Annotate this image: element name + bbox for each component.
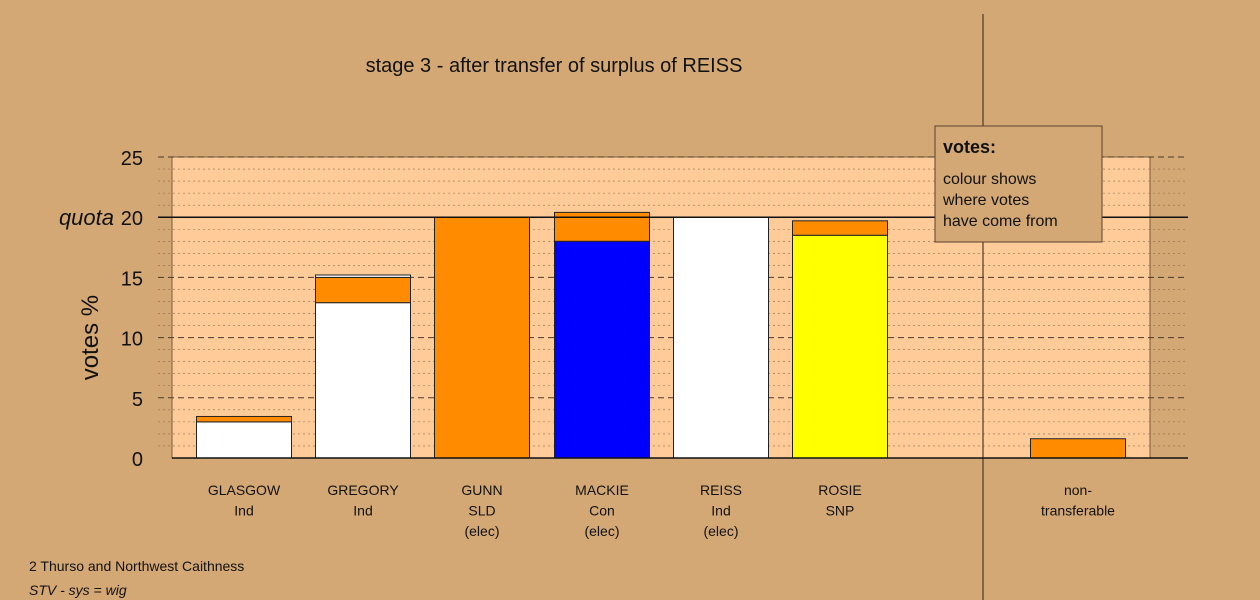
chart-title: stage 3 - after transfer of surplus of R… bbox=[366, 55, 743, 77]
category-label: SLD bbox=[468, 503, 495, 519]
category-label: GUNN bbox=[461, 482, 502, 498]
nontransferable-bar-segment bbox=[1031, 439, 1126, 458]
nontransferable-label: non- bbox=[1064, 482, 1092, 498]
category-label: GREGORY bbox=[327, 482, 399, 498]
y-tick-label: 15 bbox=[121, 268, 143, 290]
bar-segment bbox=[793, 235, 888, 458]
y-tick-label: 0 bbox=[132, 449, 143, 471]
category-label: (elec) bbox=[464, 523, 499, 539]
category-label: GLASGOW bbox=[208, 482, 281, 498]
category-label: Con bbox=[589, 503, 615, 519]
y-axis-label: votes % bbox=[77, 295, 104, 380]
bar-segment bbox=[674, 217, 769, 458]
category-label: Ind bbox=[711, 503, 730, 519]
constituency-label: 2 Thurso and Northwest Caithness bbox=[29, 558, 244, 574]
category-label: SNP bbox=[826, 503, 855, 519]
y-tick-label: 5 bbox=[132, 389, 143, 411]
category-label: (elec) bbox=[703, 523, 738, 539]
legend-text: where votes bbox=[942, 192, 1029, 209]
bar-segment bbox=[197, 416, 292, 421]
y-tick-label: 10 bbox=[121, 329, 143, 351]
nontransferable-label: transferable bbox=[1041, 503, 1115, 519]
legend-text: have come from bbox=[943, 213, 1058, 230]
y-tick-label: 20 bbox=[121, 208, 143, 230]
category-label: (elec) bbox=[584, 523, 619, 539]
category-label: MACKIE bbox=[575, 482, 629, 498]
category-label: Ind bbox=[234, 503, 253, 519]
category-label: REISS bbox=[700, 482, 742, 498]
quota-label: quota bbox=[59, 205, 114, 230]
legend-title: votes: bbox=[943, 137, 996, 157]
bar-segment bbox=[435, 217, 530, 458]
bar-segment bbox=[316, 303, 411, 458]
legend-text: colour shows bbox=[943, 171, 1036, 188]
bar-segment bbox=[793, 221, 888, 235]
voting-system-label: STV - sys = wig bbox=[29, 582, 127, 598]
bar-segment bbox=[555, 241, 650, 458]
category-label: ROSIE bbox=[818, 482, 862, 498]
bar-segment bbox=[316, 275, 411, 277]
bar-segment bbox=[197, 422, 292, 458]
bar-segment bbox=[316, 277, 411, 302]
category-label: Ind bbox=[353, 503, 372, 519]
y-tick-label: 25 bbox=[121, 148, 143, 170]
